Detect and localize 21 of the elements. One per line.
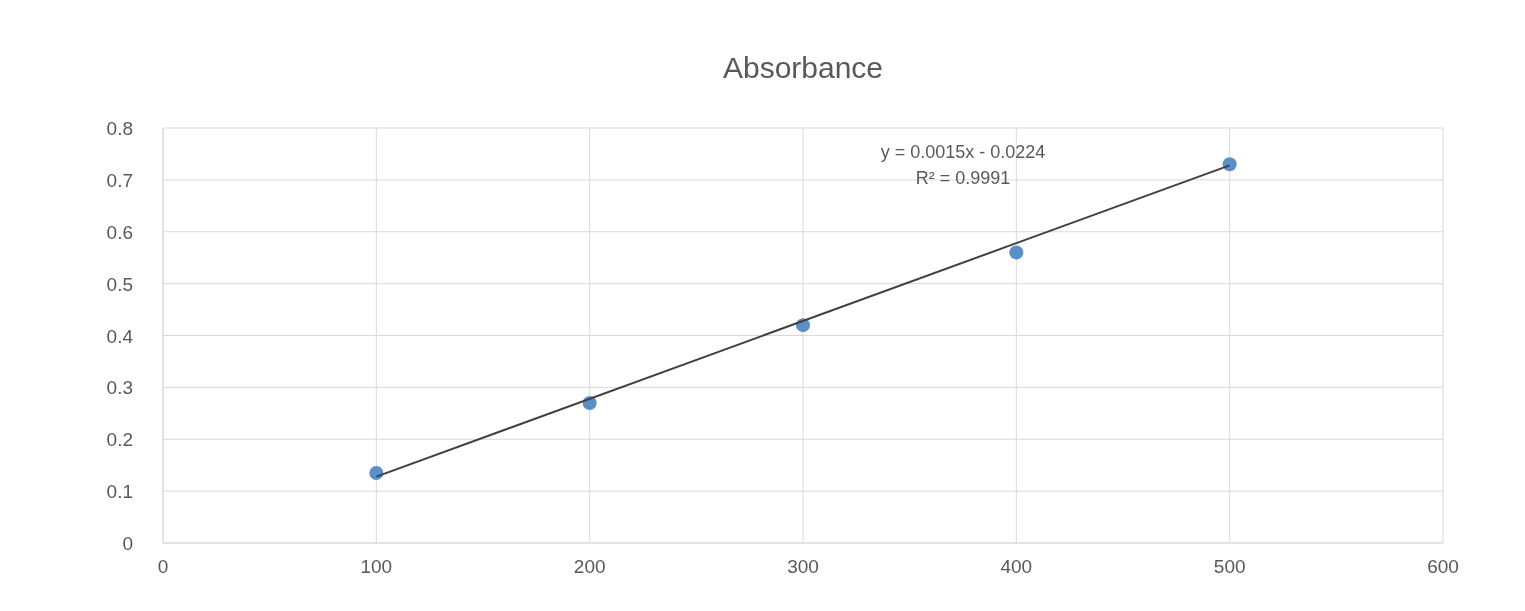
y-tick-label: 0 <box>122 533 133 554</box>
y-tick-label: 0.7 <box>106 169 133 191</box>
x-tick-label: 100 <box>360 556 393 577</box>
x-tick-label: 0 <box>157 556 169 577</box>
chart-title: Absorbance <box>722 51 884 84</box>
x-tick-label: 200 <box>573 556 606 577</box>
x-tick-label: 600 <box>1427 556 1459 577</box>
annotation: R² = 0.9991 <box>915 168 1011 188</box>
y-tick-label: 0.4 <box>106 325 134 347</box>
y-tick-label: 0.6 <box>106 221 133 243</box>
point <box>1009 245 1024 260</box>
point <box>369 465 384 480</box>
y-tick-label: 0.8 <box>106 118 133 139</box>
y-tick-label: 0.2 <box>106 429 133 451</box>
x-tick-label: 500 <box>1213 556 1246 577</box>
x-tick-label: 300 <box>787 556 819 577</box>
y-tick-label: 0.1 <box>106 481 133 503</box>
y-tick-label: 0.3 <box>106 377 133 399</box>
y-tick-label: 0.5 <box>106 273 133 295</box>
x-tick-label: 400 <box>1000 556 1033 577</box>
annotation: y = 0.0015x - 0.0224 <box>880 142 1046 162</box>
